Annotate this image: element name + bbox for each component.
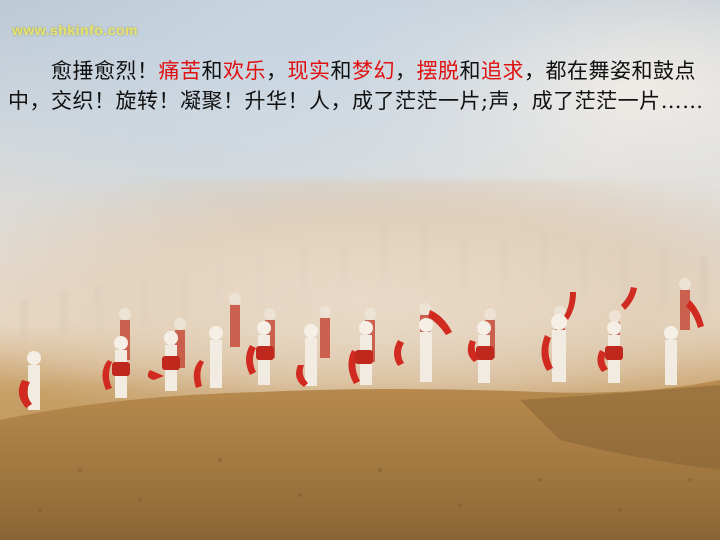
text-segment: ， xyxy=(266,59,288,83)
text-segment: 愈捶愈烈！ xyxy=(8,59,159,83)
hill xyxy=(0,380,720,540)
dancer-crowd-front xyxy=(18,287,704,410)
highlighted-phrase: 摆脱 xyxy=(416,59,460,83)
highlighted-phrase: 追求 xyxy=(481,59,524,83)
highlighted-phrase: 欢乐 xyxy=(223,59,266,83)
highlighted-phrase: 痛苦 xyxy=(158,59,202,83)
poem-paragraph: 愈捶愈烈！痛苦和欢乐，现实和梦幻，摆脱和追求，都在舞姿和鼓点中，交织！旋转！凝聚… xyxy=(8,56,708,116)
text-segment: 和 xyxy=(330,59,352,83)
highlighted-phrase: 现实 xyxy=(287,59,331,83)
text-segment: ， xyxy=(395,59,417,83)
watermark: www.shkinfo.com xyxy=(12,22,138,38)
highlighted-phrase: 梦幻 xyxy=(352,59,395,83)
text-segment: ，都在舞姿和鼓点中，交织！旋转！凝聚！升华！人，成了茫茫一片;声，成了茫茫一片…… xyxy=(8,59,704,113)
text-segment: 和 xyxy=(201,59,223,83)
text-segment: 和 xyxy=(459,59,481,83)
